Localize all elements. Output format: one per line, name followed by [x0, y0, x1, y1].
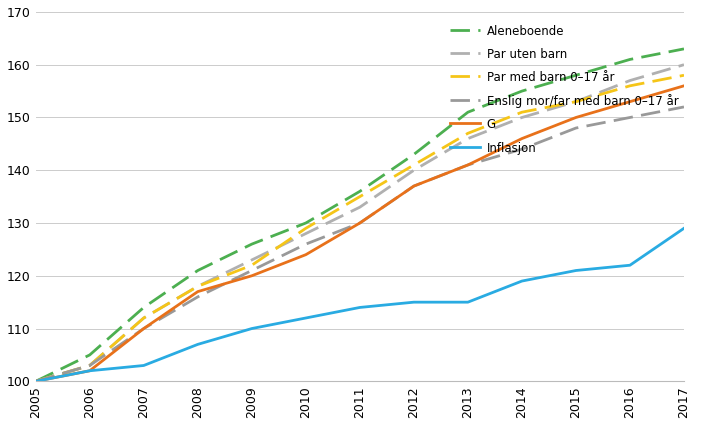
Legend: Aleneboende, Par uten barn, Par med barn 0–17 år, Enslig mor/far med barn 0–17 å: Aleneboende, Par uten barn, Par med barn… — [450, 25, 678, 155]
